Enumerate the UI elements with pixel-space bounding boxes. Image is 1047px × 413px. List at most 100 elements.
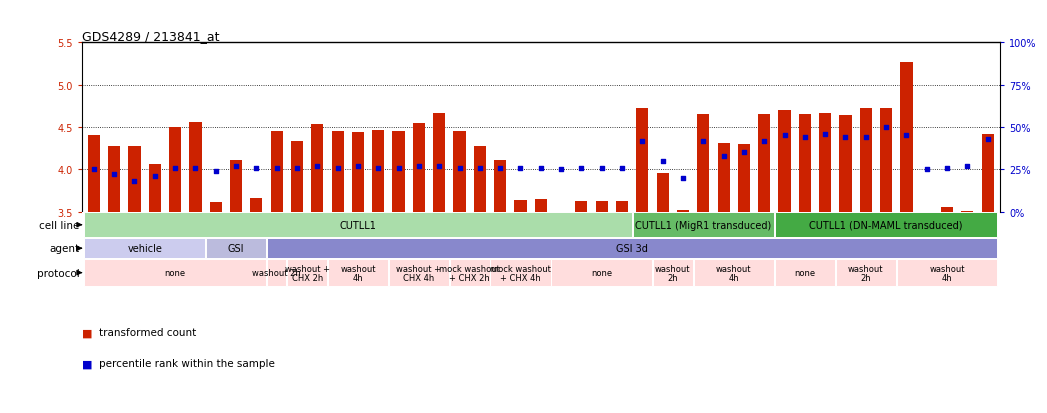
Bar (637, 108, 648, 212)
Point (614, 165, 630, 171)
Point (817, 131, 833, 138)
Point (207, 168, 224, 175)
Point (979, 136, 996, 143)
Point (370, 165, 386, 171)
Text: washout
4h: washout 4h (340, 264, 376, 282)
Bar (108, 146, 120, 212)
Bar (206, 239, 266, 258)
Bar (84, 239, 205, 258)
Point (309, 163, 326, 170)
Bar (250, 199, 263, 212)
Bar (473, 147, 486, 212)
Bar (596, 202, 608, 212)
Text: GSI: GSI (228, 244, 244, 254)
Bar (535, 199, 547, 212)
Text: none: none (795, 268, 816, 278)
Bar (656, 173, 669, 212)
Bar (779, 111, 790, 212)
Bar (653, 260, 693, 286)
Point (86, 166, 103, 173)
Bar (84, 213, 631, 237)
Bar (291, 141, 303, 212)
Text: agent: agent (49, 244, 80, 254)
Bar (494, 161, 507, 212)
Point (594, 165, 610, 171)
Point (227, 163, 244, 170)
Bar (575, 202, 587, 212)
Bar (693, 260, 774, 286)
Point (147, 173, 163, 180)
Bar (775, 260, 834, 286)
Bar (881, 108, 892, 212)
Bar (129, 147, 140, 212)
Point (939, 165, 956, 171)
Bar (896, 260, 998, 286)
Point (776, 133, 793, 140)
Point (634, 138, 651, 145)
Point (533, 165, 550, 171)
Bar (836, 260, 896, 286)
Bar (514, 200, 527, 212)
Point (248, 165, 265, 171)
Point (268, 165, 285, 171)
Bar (450, 260, 490, 286)
Point (877, 124, 894, 131)
Bar (453, 132, 466, 212)
Text: washout +
CHX 4h: washout + CHX 4h (397, 264, 442, 282)
Bar (311, 125, 324, 212)
Bar (84, 260, 266, 286)
Point (756, 138, 773, 145)
Point (329, 165, 346, 171)
Point (430, 163, 447, 170)
Point (410, 163, 427, 170)
Bar (88, 135, 99, 212)
Bar (616, 202, 628, 212)
Bar (169, 128, 181, 212)
Bar (738, 145, 750, 212)
Point (736, 150, 753, 157)
Text: mock washout
+ CHX 2h: mock washout + CHX 2h (440, 264, 500, 282)
Bar (230, 161, 242, 212)
Point (695, 138, 712, 145)
Text: mock washout
+ CHX 4h: mock washout + CHX 4h (490, 264, 551, 282)
Text: cell line: cell line (40, 220, 80, 230)
Bar (388, 260, 449, 286)
Text: washout +
CHX 2h: washout + CHX 2h (285, 264, 330, 282)
Point (451, 165, 468, 171)
Point (126, 178, 142, 185)
Text: CUTLL1 (DN-MAML transduced): CUTLL1 (DN-MAML transduced) (809, 220, 963, 230)
Bar (775, 213, 998, 237)
Point (471, 165, 488, 171)
Bar (697, 115, 710, 212)
Text: washout 2h: washout 2h (252, 268, 302, 278)
Text: CUTLL1 (MigR1 transduced): CUTLL1 (MigR1 transduced) (636, 220, 772, 230)
Bar (372, 131, 384, 212)
Bar (352, 133, 364, 212)
Text: ■: ■ (82, 328, 92, 337)
Point (573, 165, 589, 171)
Bar (267, 260, 287, 286)
Bar (860, 108, 872, 212)
Point (857, 135, 874, 141)
Bar (982, 135, 994, 212)
Text: GSI 3d: GSI 3d (617, 244, 648, 254)
Point (166, 165, 183, 171)
Text: washout
4h: washout 4h (716, 264, 752, 282)
Point (674, 175, 691, 182)
Point (106, 172, 122, 178)
Point (654, 158, 671, 165)
Bar (758, 115, 771, 212)
Text: CUTLL1: CUTLL1 (339, 220, 376, 230)
Text: none: none (164, 268, 185, 278)
Bar (149, 165, 161, 212)
Bar (676, 210, 689, 212)
Bar (552, 260, 652, 286)
Point (187, 165, 204, 171)
Point (492, 165, 509, 171)
Text: GDS4289 / 213841_at: GDS4289 / 213841_at (82, 31, 219, 43)
Bar (287, 260, 327, 286)
Bar (920, 212, 933, 213)
Text: percentile rank within the sample: percentile rank within the sample (99, 358, 275, 368)
Bar (490, 260, 551, 286)
Text: vehicle: vehicle (127, 244, 162, 254)
